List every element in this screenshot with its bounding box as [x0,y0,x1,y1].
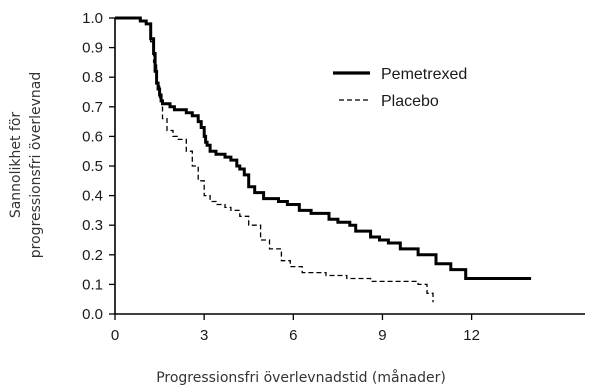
y-tick-label: 0.3 [82,217,103,234]
series-line-placebo [115,17,434,303]
y-axis-title: Sannolikhet för progressionsfri överlevn… [8,72,44,258]
y-tick-label: 0.4 [82,188,103,205]
y-tick-label: 0.6 [82,128,103,145]
plot-area: 0.0 0.1 0.2 0.3 0.4 0.5 0.6 0.7 0.8 0.9 1.0 0 3 6 9 12 [82,10,585,344]
y-tick-label: 0.0 [82,306,103,323]
y-tick-label: 0.8 [82,69,103,86]
x-tick-label: 6 [289,327,297,344]
legend: Pemetrexed Placebo [333,66,467,110]
y-tick-label: 0.9 [82,40,103,57]
x-axis-ticks: 0 3 6 9 12 [111,314,480,344]
x-tick-label: 0 [111,327,119,344]
y-axis-title-line-1: Sannolikhet för [8,112,24,219]
y-tick-label: 0.5 [82,158,103,175]
x-tick-label: 12 [463,327,480,344]
y-tick-label: 0.1 [82,276,103,293]
curves-layer [115,16,532,303]
y-axis-title-line-2: progressionsfri överlevnad [28,72,44,258]
series-line-pemetrexed [115,16,532,280]
y-tick-label: 0.7 [82,99,103,116]
x-tick-label: 9 [378,327,386,344]
y-axis-ticks: 0.0 0.1 0.2 0.3 0.4 0.5 0.6 0.7 0.8 0.9 1.0 [82,10,115,323]
legend-label-placebo: Placebo [381,93,439,110]
legend-label-pemetrexed: Pemetrexed [381,66,467,83]
x-tick-label: 3 [200,327,208,344]
y-tick-label: 1.0 [82,10,103,27]
y-tick-label: 0.2 [82,247,103,264]
x-axis-title: Progressionsfri överlevnadstid (månader) [156,369,446,386]
